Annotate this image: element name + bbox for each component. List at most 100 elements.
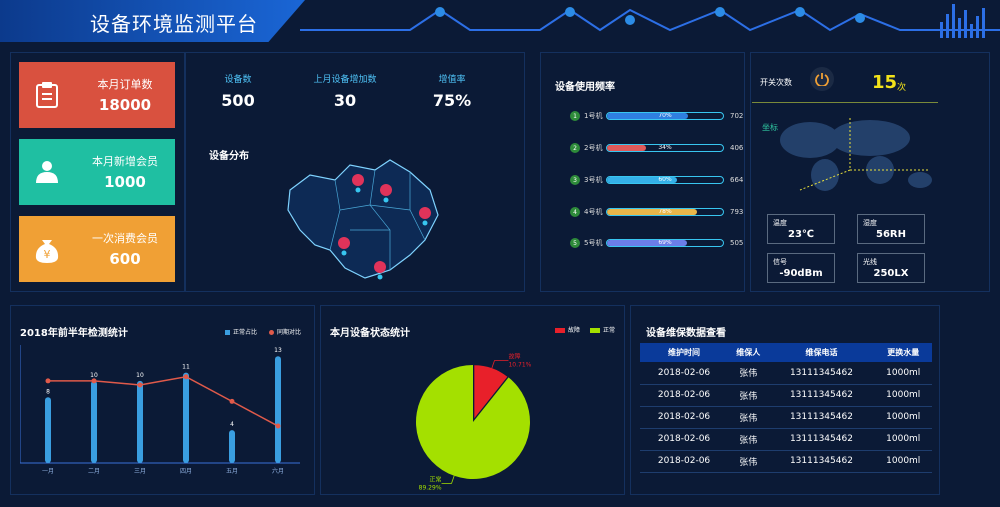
sensor-humidity: 湿度 56RH — [857, 214, 925, 244]
table-cell: 张伟 — [728, 406, 769, 429]
switch-count: 15 — [872, 72, 898, 93]
map-pin-icon — [338, 237, 350, 249]
map-pin-icon — [352, 174, 364, 186]
table-cell: 1000ml — [874, 428, 932, 451]
stats-panel — [10, 52, 185, 292]
maintenance-title: 设备维保数据查看 — [646, 328, 726, 339]
kpi-label: 上月设备增加数 — [313, 75, 377, 85]
stat-value: 18000 — [98, 96, 152, 114]
usage-name: 1号机 — [584, 112, 603, 120]
map-panel — [185, 52, 525, 292]
kpi-device-increase: 上月设备增加数 30 — [295, 72, 395, 110]
usage-rank: 4 — [570, 207, 580, 217]
legend-label: 同期对比 — [276, 329, 301, 336]
usage-pct: 34% — [658, 144, 672, 151]
bar[interactable] — [183, 372, 189, 463]
table-cell: 2018-02-06 — [640, 450, 729, 473]
usage-count: 406 — [730, 144, 744, 152]
stat-label: 本月新增会员 — [92, 155, 158, 168]
pie-slice-name: 故障 — [508, 353, 520, 361]
legend-swatch — [225, 330, 230, 335]
table-row[interactable]: 2018-02-06 张伟 13111345462 1000ml — [640, 384, 932, 407]
switch-unit: 次 — [897, 83, 907, 93]
pie-slice[interactable] — [416, 365, 530, 479]
bar[interactable] — [45, 397, 51, 463]
usage-fill — [607, 209, 698, 215]
sensor-value: 56RH — [876, 229, 906, 240]
usage-row: 4 4号机 78% 793 — [570, 205, 743, 219]
legend-label: 正常 — [602, 327, 615, 334]
usage-bar: 34% — [606, 144, 724, 152]
legend-label: 故障 — [568, 327, 581, 334]
line-point[interactable] — [229, 398, 235, 404]
usage-fill — [607, 113, 689, 119]
table-row[interactable]: 2018-02-06 张伟 13111345462 1000ml — [640, 428, 932, 451]
kpi-growth-rate: 增值率 75% — [402, 72, 502, 110]
bar[interactable] — [229, 430, 235, 463]
table-cell: 1000ml — [874, 362, 932, 385]
bar-label: 10 — [90, 372, 98, 379]
legend-swatch — [555, 328, 565, 333]
stat-label: 一次消费会员 — [92, 232, 158, 245]
env-panel — [750, 52, 990, 292]
header-decoration — [300, 4, 1000, 38]
line-point[interactable] — [45, 378, 51, 384]
table-cell: 1000ml — [874, 384, 932, 407]
coord-label: 坐标 — [762, 123, 778, 132]
bar-label: 4 — [230, 421, 234, 428]
table-cell: 13111345462 — [768, 362, 875, 385]
table-cell: 2018-02-06 — [640, 428, 729, 451]
kpi-value: 30 — [333, 91, 357, 110]
stat-card-one-time-members: ¥ 一次消费会员 600 — [19, 216, 175, 282]
usage-rank: 1 — [570, 111, 580, 121]
usage-count: 664 — [730, 176, 744, 184]
sensor-value: -90dBm — [779, 268, 823, 279]
table-row[interactable]: 2018-02-06 张伟 13111345462 1000ml — [640, 406, 932, 429]
power-icon[interactable] — [810, 67, 834, 91]
table-row[interactable]: 2018-02-06 张伟 13111345462 1000ml — [640, 450, 932, 473]
usage-count: 793 — [730, 208, 744, 216]
title-bar — [0, 0, 305, 42]
stat-value: 1000 — [104, 173, 146, 191]
line-point[interactable] — [137, 382, 143, 388]
pie-slice-label: 89.29% — [419, 484, 442, 491]
usage-name: 3号机 — [584, 176, 603, 184]
usage-row: 2 2号机 34% 406 — [570, 141, 743, 155]
table-row[interactable]: 2018-02-06 张伟 13111345462 1000ml — [640, 362, 932, 385]
kpi-value: 500 — [221, 91, 255, 110]
line-chart-panel — [10, 305, 315, 495]
map-title: 设备分布 — [209, 151, 249, 162]
line-chart-legend: 正常占比 同期对比 — [225, 327, 301, 336]
pie-chart-panel — [320, 305, 625, 495]
legend-label: 正常占比 — [233, 329, 258, 336]
sensor-signal: 信号 -90dBm — [767, 253, 835, 283]
table-cell: 1000ml — [874, 450, 932, 473]
map-pin-icon — [374, 261, 386, 273]
bar[interactable] — [91, 380, 97, 463]
detection-chart: 8 一月 10 二月 10 三月 11 四月 4 五月 13 六月 — [20, 345, 300, 475]
line-point[interactable] — [91, 378, 97, 384]
usage-bar: 69% — [606, 239, 724, 247]
usage-bar: 60% — [606, 176, 724, 184]
table-header: 维保电话 — [768, 343, 875, 362]
usage-panel — [540, 52, 745, 292]
map-pin-icon — [380, 184, 392, 196]
bar[interactable] — [137, 380, 143, 463]
bar[interactable] — [275, 356, 281, 463]
bar-label: 8 — [46, 388, 50, 395]
pie-slice[interactable] — [474, 365, 508, 419]
legend-swatch — [589, 328, 600, 333]
line-point[interactable] — [275, 423, 281, 429]
device-map[interactable] — [280, 150, 450, 290]
usage-rank: 3 — [570, 175, 580, 185]
sensor-label: 温度 — [773, 219, 787, 227]
sensor-label: 信号 — [773, 258, 787, 266]
usage-pct: 69% — [658, 239, 672, 246]
table-cell: 13111345462 — [768, 450, 875, 473]
map-pin-icon — [419, 207, 431, 219]
sensor-light: 光线 250LX — [857, 253, 925, 283]
line-point[interactable] — [183, 374, 189, 380]
table-cell: 张伟 — [728, 362, 769, 385]
usage-name: 4号机 — [584, 208, 603, 216]
